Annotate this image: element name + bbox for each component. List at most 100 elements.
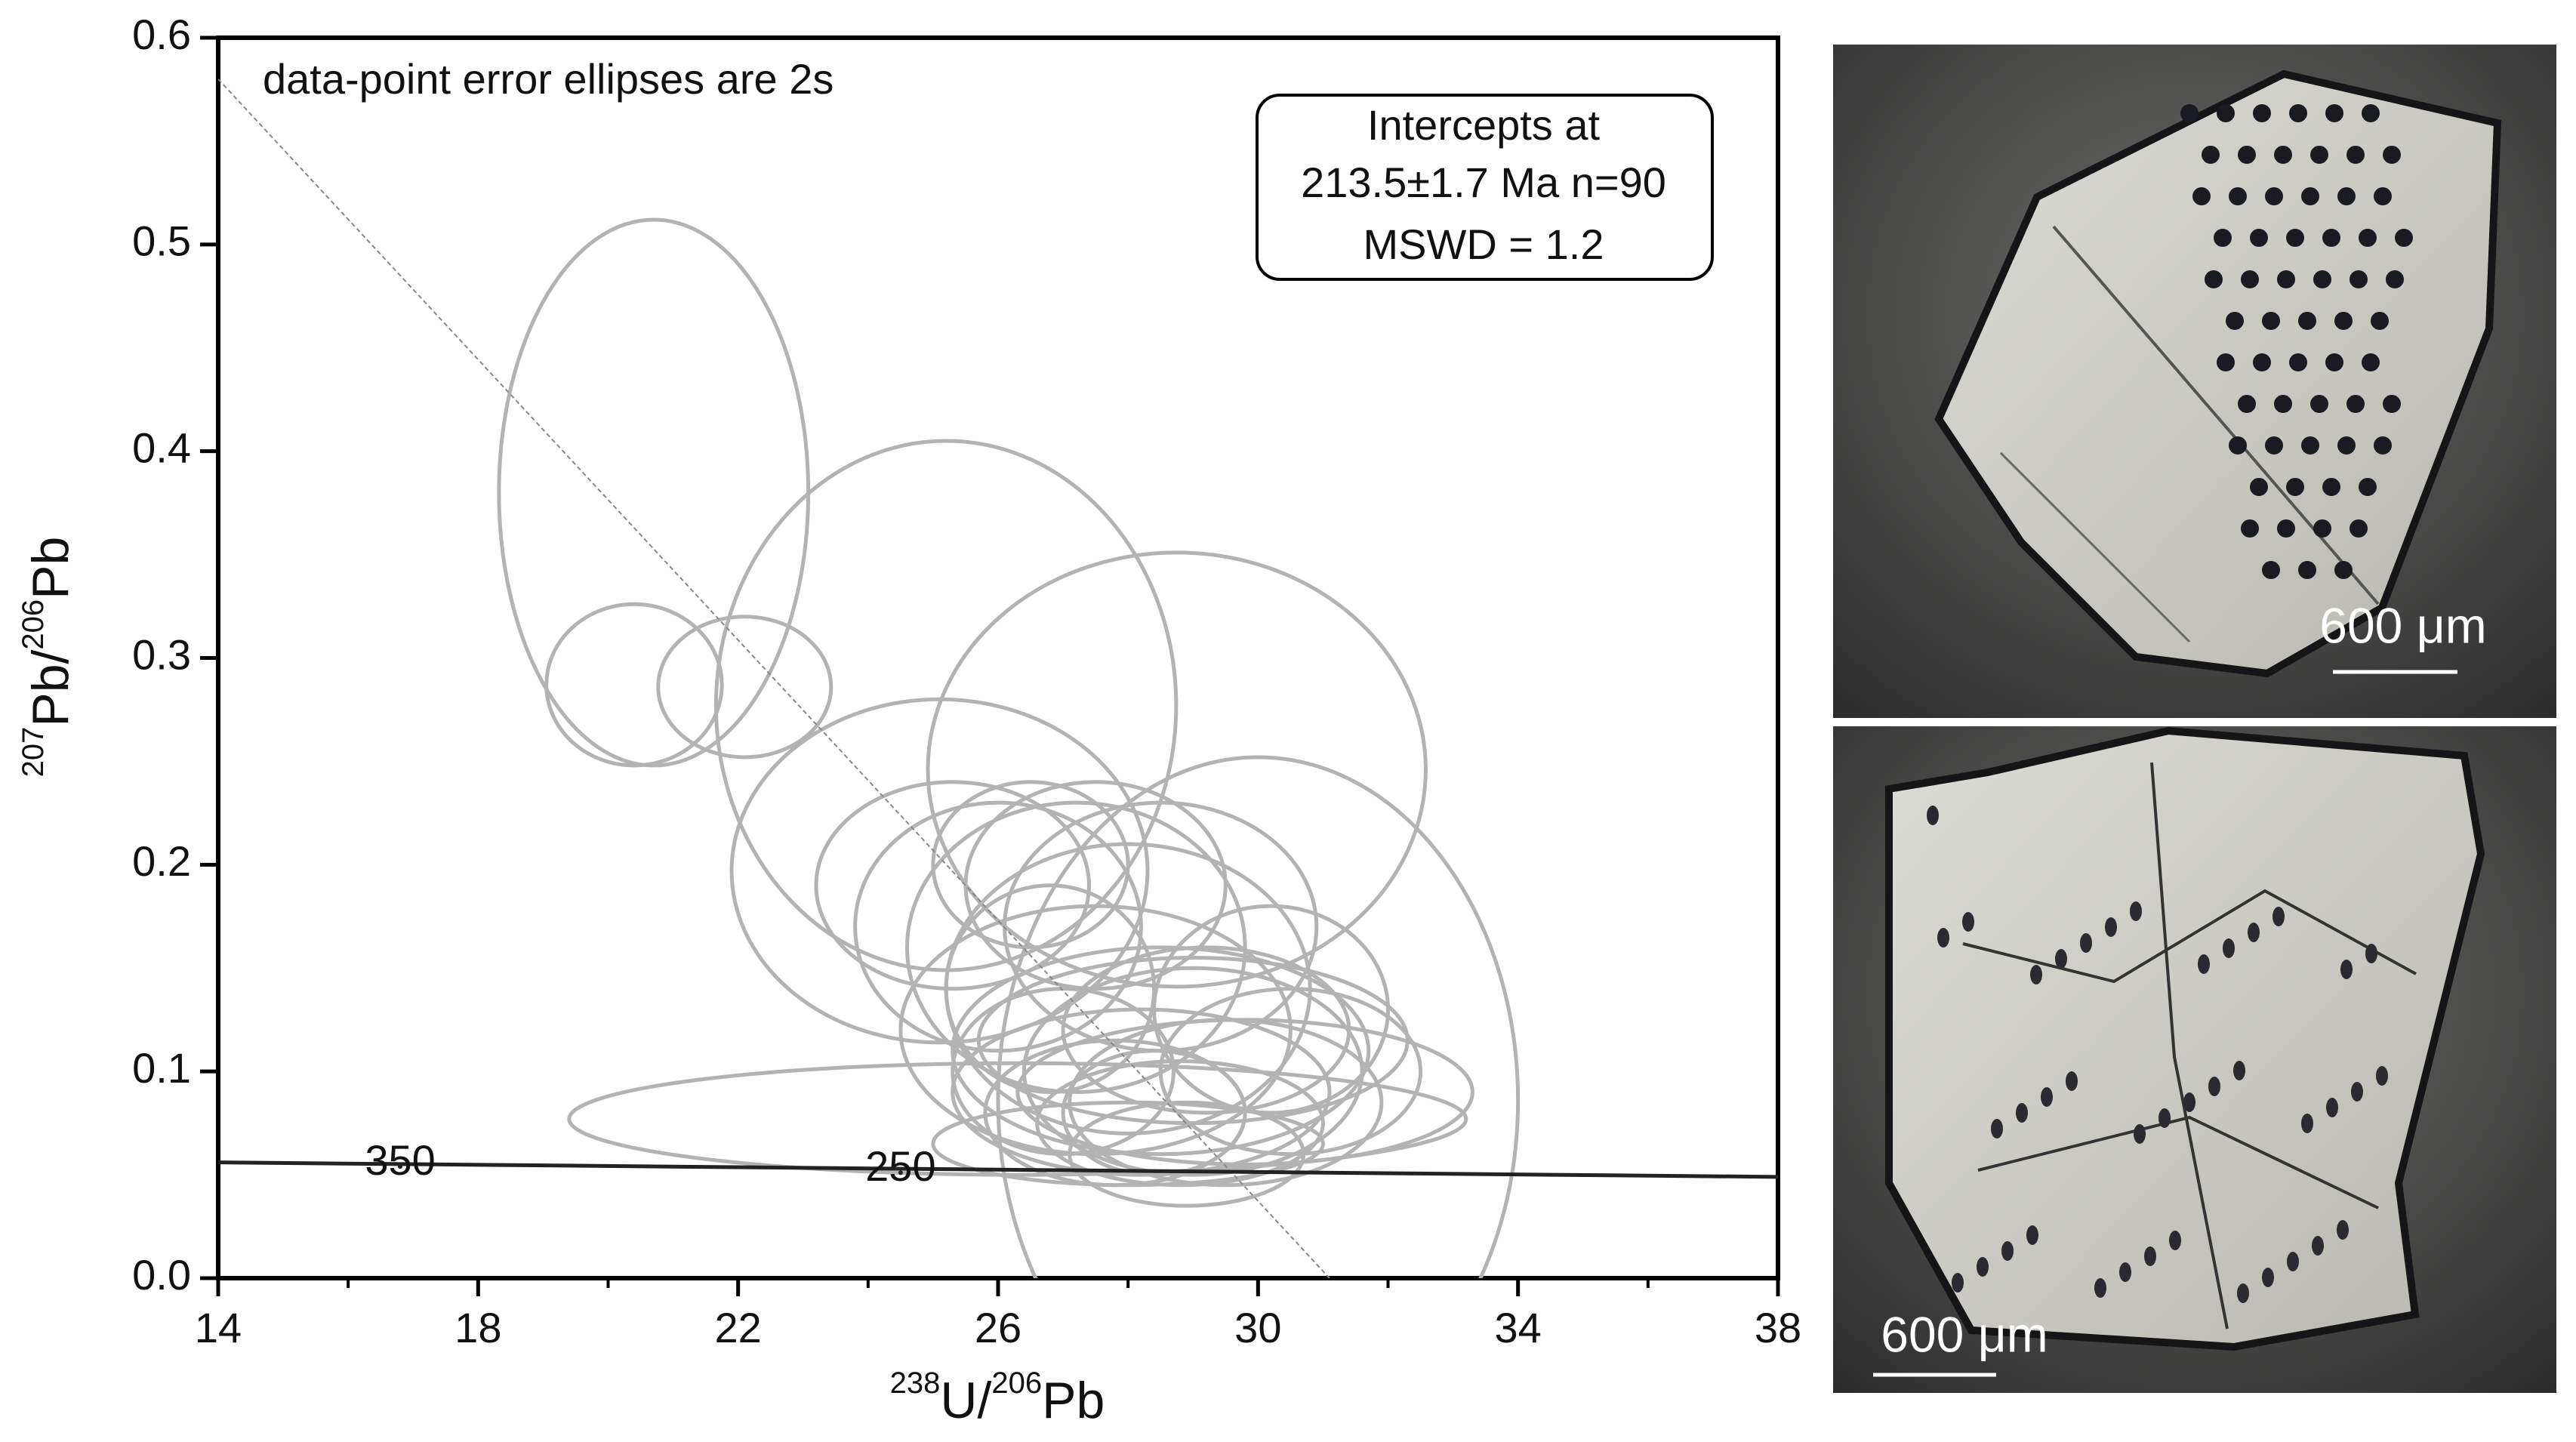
pit <box>2359 229 2377 247</box>
label-text: U/ <box>940 1372 991 1429</box>
pit <box>2158 1108 2171 1128</box>
pit <box>2229 436 2247 454</box>
concordia-curve <box>218 1160 1778 1179</box>
error-ellipse <box>931 780 1130 950</box>
pit <box>2362 353 2380 371</box>
pit <box>2253 104 2271 122</box>
concordia-age-label: 250 <box>865 1142 935 1190</box>
pit <box>2238 146 2256 164</box>
pit <box>2105 917 2117 937</box>
pit <box>2351 1082 2363 1102</box>
label-superscript: 206 <box>17 599 50 650</box>
pit <box>2383 146 2401 164</box>
error-ellipse <box>729 697 1150 1045</box>
pit <box>2202 146 2220 164</box>
pit <box>2119 1262 2131 1282</box>
pit <box>2359 478 2377 496</box>
pit <box>2214 229 2232 247</box>
pit <box>2325 104 2343 122</box>
error-ellipse <box>1015 1018 1474 1166</box>
pit <box>2144 1246 2156 1266</box>
label-text: Pb <box>22 537 79 599</box>
pit <box>2371 312 2389 330</box>
x-axis-label: 238U/206Pb <box>890 1367 1105 1429</box>
pit <box>2301 436 2319 454</box>
pit <box>2334 312 2353 330</box>
intercept-text: Intercepts at <box>1367 101 1601 149</box>
y-tick-label: 0.0 <box>132 1251 191 1299</box>
error-ellipse <box>944 883 1157 1095</box>
pit <box>2055 949 2067 969</box>
y-tick-label: 0.6 <box>132 11 191 58</box>
error-ellipse <box>1158 987 1423 1157</box>
pit <box>2208 1077 2220 1096</box>
pit <box>2094 1278 2106 1298</box>
pit <box>2350 270 2368 288</box>
x-tick-label: 30 <box>1234 1304 1281 1351</box>
pit <box>2016 1103 2028 1123</box>
photo-top <box>1833 45 2556 718</box>
pit <box>1977 1257 1989 1277</box>
pit <box>2030 965 2042 984</box>
pit <box>2301 187 2319 205</box>
pit <box>2395 229 2413 247</box>
pit <box>2386 270 2404 288</box>
pit <box>2337 1220 2349 1240</box>
pit <box>1952 1273 1964 1293</box>
label-superscript: 206 <box>991 1367 1042 1400</box>
pit <box>1937 928 1949 947</box>
pit <box>2262 312 2280 330</box>
y-tick-label: 0.4 <box>132 424 191 471</box>
pit <box>2265 436 2283 454</box>
y-tick-label: 0.2 <box>132 837 191 885</box>
pit <box>2325 353 2343 371</box>
pit <box>2346 146 2365 164</box>
pit <box>2226 312 2244 330</box>
pit <box>2169 1231 2181 1250</box>
concordia-age-label: 350 <box>365 1136 435 1184</box>
x-tick-label: 26 <box>975 1304 1021 1351</box>
intercept-box <box>1256 94 1714 281</box>
pit <box>2289 353 2307 371</box>
pit <box>2241 270 2259 288</box>
error-ellipse <box>926 550 1428 989</box>
y-tick-label: 0.3 <box>132 630 191 678</box>
error-ellipse <box>814 780 1092 991</box>
pit <box>1927 806 1939 825</box>
pit <box>2262 1268 2274 1287</box>
pit <box>2205 270 2223 288</box>
pit <box>2298 312 2316 330</box>
pit <box>2365 944 2377 963</box>
error-ellipse <box>1021 966 1364 1177</box>
error-ellipse <box>1061 1049 1247 1177</box>
pit <box>2310 146 2328 164</box>
pit <box>2277 270 2295 288</box>
pit <box>2274 395 2292 413</box>
error-ellipse <box>931 1100 1325 1188</box>
pit <box>2334 561 2353 579</box>
pit <box>2250 229 2268 247</box>
scale-bar-label: 600 μm <box>2319 597 2486 653</box>
pit <box>2301 1114 2313 1133</box>
y-axis-label: 207Pb/206Pb <box>17 537 79 778</box>
pit <box>2250 478 2268 496</box>
pit <box>2312 1236 2324 1256</box>
concordia-age-mark <box>398 1164 403 1169</box>
pit <box>2066 1071 2078 1091</box>
pit <box>2287 1252 2299 1271</box>
intercept-text: MSWD = 1.2 <box>1363 220 1604 268</box>
y-tick-label: 0.1 <box>132 1044 191 1092</box>
pit <box>2322 478 2340 496</box>
scale-bar-label: 600 μm <box>1881 1306 2048 1362</box>
error-ellipse <box>951 945 1371 1157</box>
pit <box>2223 938 2235 958</box>
pit <box>2237 1283 2249 1303</box>
pit <box>2041 1087 2053 1107</box>
pit <box>2080 933 2092 953</box>
pit <box>2298 561 2316 579</box>
x-tick-label: 14 <box>195 1304 242 1351</box>
pit <box>1991 1119 2003 1139</box>
error-ellipse <box>544 602 724 768</box>
pit <box>2277 519 2295 538</box>
